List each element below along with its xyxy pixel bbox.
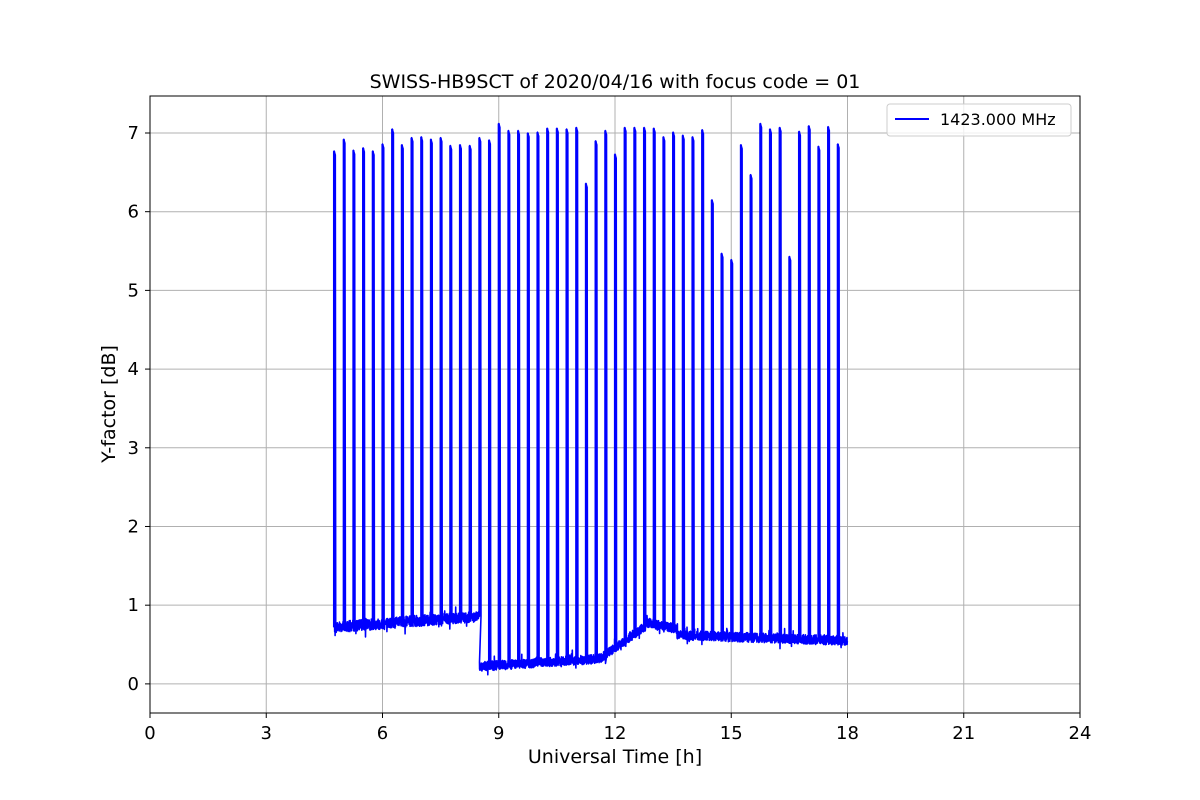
x-tick-label: 6 bbox=[377, 723, 388, 744]
legend: 1423.000 MHz bbox=[886, 103, 1072, 137]
x-tick-label: 21 bbox=[952, 723, 975, 744]
x-axis: 0 3 6 9 12 15 18 21 24 bbox=[144, 713, 1091, 744]
y-tick-label: 1 bbox=[128, 595, 139, 616]
x-tick-label: 15 bbox=[720, 723, 743, 744]
y-axis-label: Y-factor [dB] bbox=[98, 345, 120, 464]
y-tick-label: 3 bbox=[128, 438, 139, 459]
x-tick-label: 0 bbox=[144, 723, 155, 744]
y-tick-label: 0 bbox=[128, 674, 139, 695]
x-tick-label: 9 bbox=[493, 723, 504, 744]
legend-label: 1423.000 MHz bbox=[940, 110, 1056, 129]
x-tick-label: 3 bbox=[261, 723, 272, 744]
y-axis: 0 1 2 3 4 5 6 7 bbox=[128, 123, 150, 695]
y-tick-label: 7 bbox=[128, 123, 139, 144]
x-tick-label: 12 bbox=[604, 723, 627, 744]
x-tick-label: 24 bbox=[1069, 723, 1092, 744]
x-tick-label: 18 bbox=[836, 723, 859, 744]
series-layer bbox=[332, 122, 849, 676]
y-tick-label: 4 bbox=[128, 359, 139, 380]
y-tick-label: 6 bbox=[128, 202, 139, 223]
chart-title: SWISS-HB9SCT of 2020/04/16 with focus co… bbox=[370, 71, 861, 93]
legend-box bbox=[886, 103, 1072, 137]
y-tick-label: 5 bbox=[128, 280, 139, 301]
x-axis-label: Universal Time [h] bbox=[528, 746, 702, 768]
y-tick-label: 2 bbox=[128, 516, 139, 537]
